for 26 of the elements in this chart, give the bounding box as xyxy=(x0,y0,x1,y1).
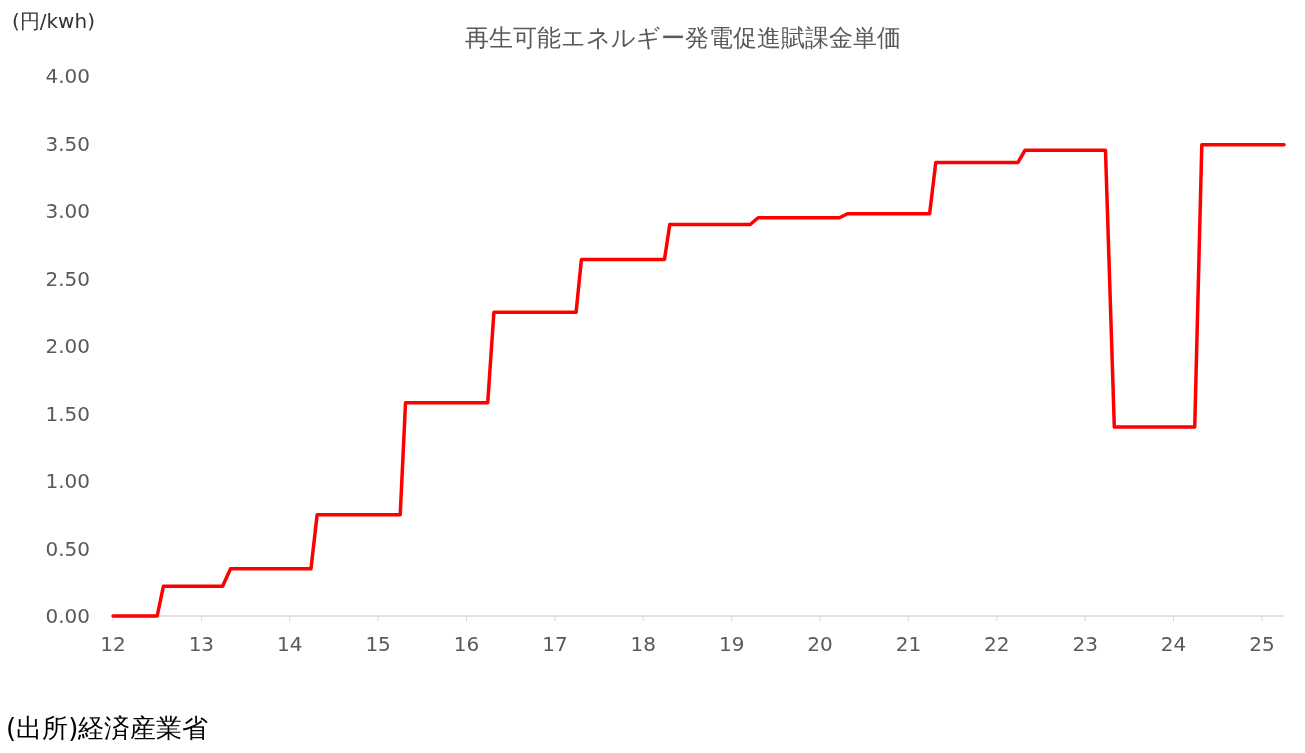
xtick: 19 xyxy=(718,632,745,656)
ytick: 2.50 xyxy=(45,266,90,291)
xtick: 15 xyxy=(365,632,391,656)
ytick: 4.00 xyxy=(45,64,90,88)
ytick: 3.00 xyxy=(45,199,90,223)
ytick: 0.00 xyxy=(45,604,90,628)
ytick: 3.50 xyxy=(45,131,90,156)
xtick: 21 xyxy=(895,632,922,656)
ytick: 1.50 xyxy=(45,401,90,426)
ytick: 1.00 xyxy=(45,469,90,493)
xtick: 12 xyxy=(100,632,126,656)
title: 再生可能エネルギー発電促進賦課金単価 xyxy=(465,24,901,52)
xtick: 13 xyxy=(188,632,215,656)
ytick: 0.50 xyxy=(45,536,90,561)
xtick: 20 xyxy=(807,632,833,656)
xtick: 17 xyxy=(542,632,568,656)
xtick: 18 xyxy=(630,632,656,656)
xtick: 24 xyxy=(1160,632,1187,656)
ylabel: (円/kwh) xyxy=(12,9,95,33)
annotation: (出所)経済産業省 xyxy=(6,713,209,743)
xtick: 22 xyxy=(984,632,1010,656)
xtick: 14 xyxy=(277,632,303,656)
xtick: 16 xyxy=(453,632,480,656)
xtick: 25 xyxy=(1249,632,1275,656)
xtick: 23 xyxy=(1072,632,1098,656)
ytick: 2.00 xyxy=(45,334,90,358)
